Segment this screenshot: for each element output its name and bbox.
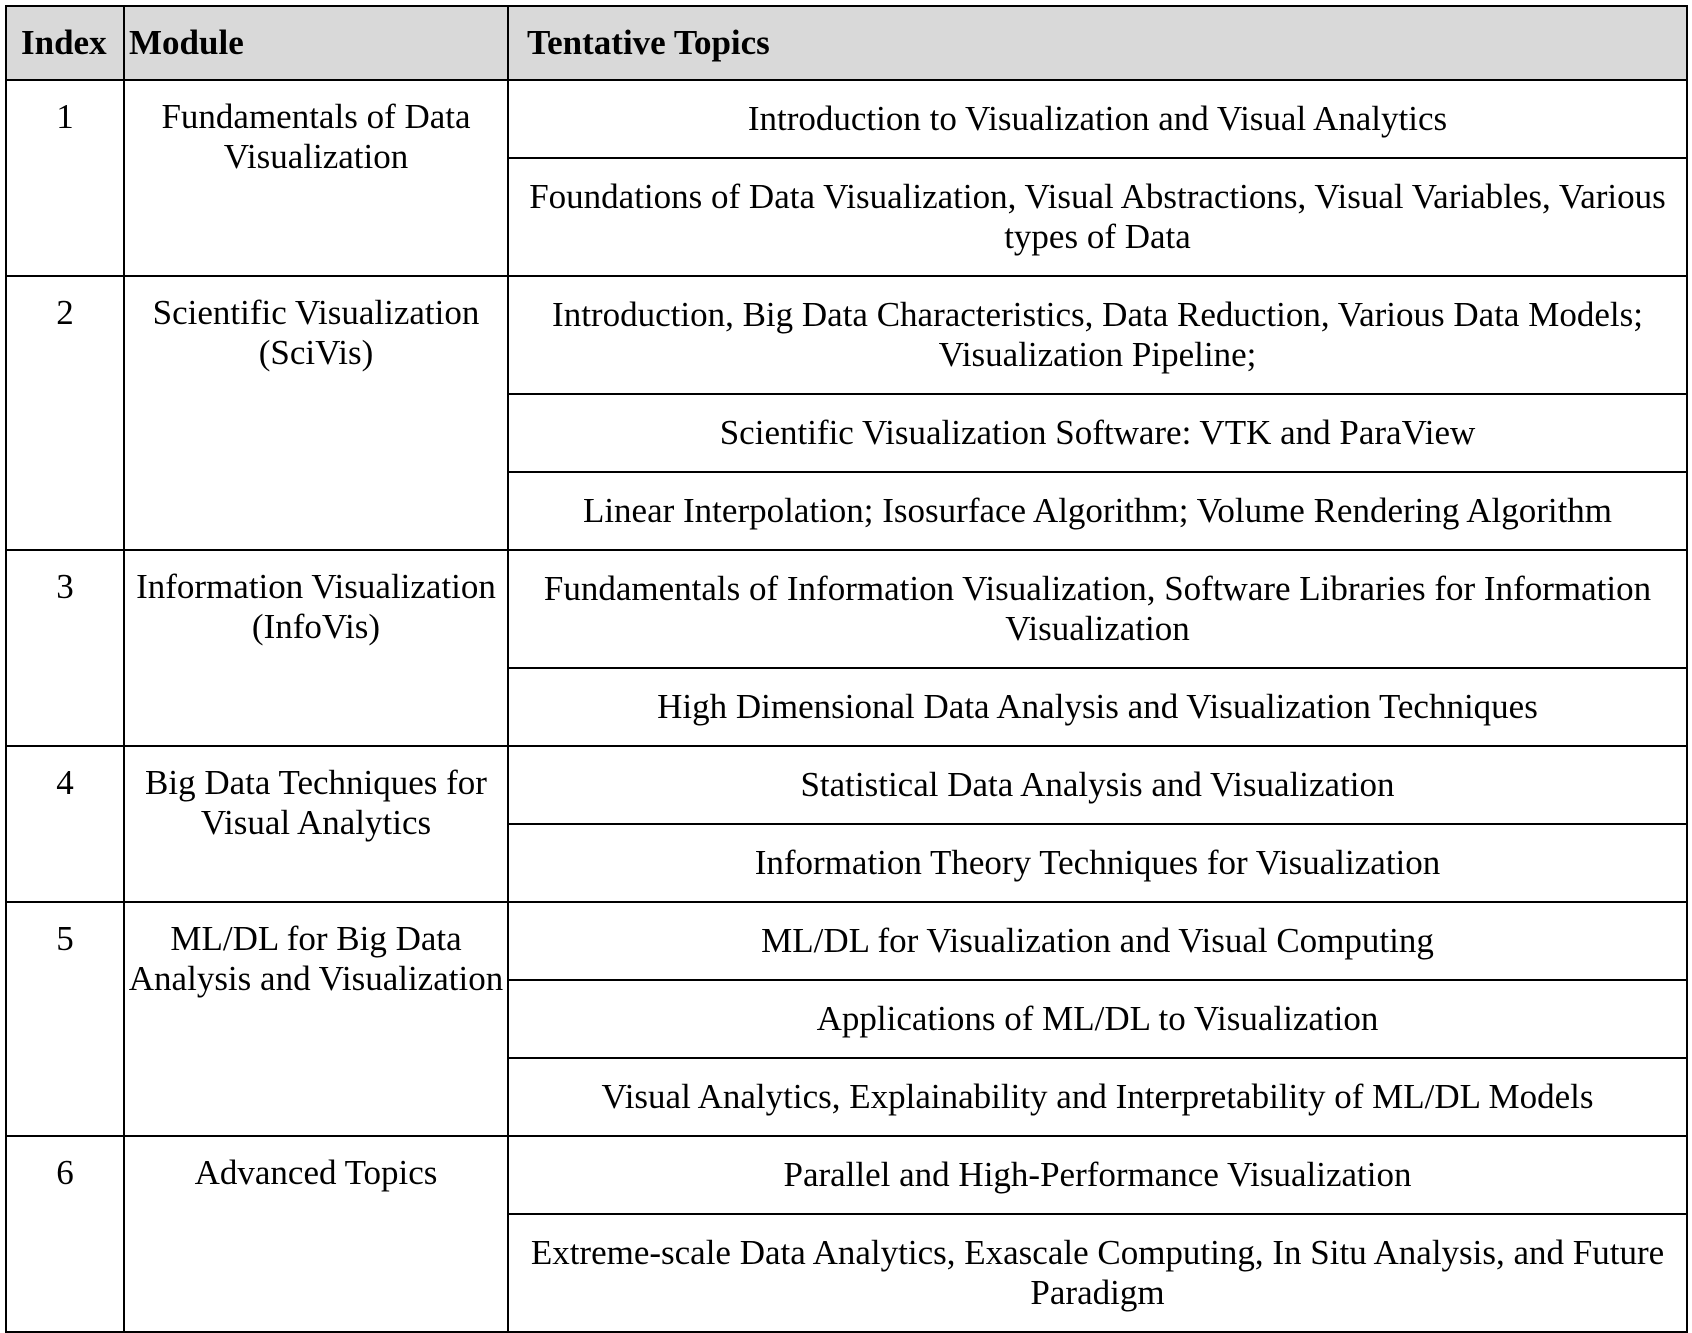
table-row: Scientific Visualization Software: VTK a… (6, 393, 1688, 473)
table-header: Index Module Tentative Topics (5, 5, 1688, 81)
topic-cell: Introduction to Visualization and Visual… (507, 79, 1688, 159)
header-row: Index Module Tentative Topics (5, 5, 1688, 81)
topic-cell: Linear Interpolation; Isosurface Algorit… (507, 471, 1688, 551)
topic-cell: Extreme-scale Data Analytics, Exascale C… (507, 1213, 1688, 1333)
topic-cell: ML/DL for Visualization and Visual Compu… (507, 901, 1688, 981)
topic-cell: Visual Analytics, Explainability and Int… (507, 1057, 1688, 1137)
index-cell: 4 (5, 745, 125, 903)
topic-cell: Scientific Visualization Software: VTK a… (507, 393, 1688, 473)
module-cell: Information Visualization (InfoVis) (123, 549, 509, 747)
table-row: Foundations of Data Visualization, Visua… (6, 157, 1688, 277)
table-row: 6 Advanced Topics Parallel and High-Perf… (5, 1135, 1688, 1333)
module-cell: ML/DL for Big Data Analysis and Visualiz… (123, 901, 509, 1137)
module-cell: Fundamentals of Data Visualization (123, 79, 509, 277)
module-cell: Big Data Techniques for Visual Analytics (123, 745, 509, 903)
topic-cell: High Dimensional Data Analysis and Visua… (507, 667, 1688, 747)
table-row: 2 Scientific Visualization (SciVis) Intr… (5, 275, 1688, 551)
topic-cell: Applications of ML/DL to Visualization (507, 979, 1688, 1059)
table-row: 5 ML/DL for Big Data Analysis and Visual… (5, 901, 1688, 1137)
index-cell: 6 (5, 1135, 125, 1333)
table-row: Information Theory Techniques for Visual… (6, 823, 1688, 903)
topic-cell: Parallel and High-Performance Visualizat… (507, 1135, 1688, 1215)
table-body: 1 Fundamentals of Data Visualization Int… (5, 79, 1688, 1333)
table-row: Visual Analytics, Explainability and Int… (6, 1057, 1688, 1137)
module-cell: Advanced Topics (123, 1135, 509, 1333)
table-row: 4 Big Data Techniques for Visual Analyti… (5, 745, 1688, 903)
index-cell: 2 (5, 275, 125, 551)
topic-cell: Fundamentals of Information Visualizatio… (507, 549, 1688, 669)
topic-cell: Introduction, Big Data Characteristics, … (507, 275, 1688, 395)
header-topics: Tentative Topics (507, 5, 1688, 81)
table-row: 3 Information Visualization (InfoVis) Fu… (5, 549, 1688, 747)
topic-cell: Information Theory Techniques for Visual… (507, 823, 1688, 903)
table-row: 1 Fundamentals of Data Visualization Int… (5, 79, 1688, 277)
header-index: Index (5, 5, 125, 81)
index-cell: 5 (5, 901, 125, 1137)
module-cell: Scientific Visualization (SciVis) (123, 275, 509, 551)
index-cell: 1 (5, 79, 125, 277)
table-row: Applications of ML/DL to Visualization (6, 979, 1688, 1059)
header-module: Module (123, 5, 509, 81)
table-row: High Dimensional Data Analysis and Visua… (6, 667, 1688, 747)
table-row: Linear Interpolation; Isosurface Algorit… (6, 471, 1688, 551)
topic-cell: Statistical Data Analysis and Visualizat… (507, 745, 1688, 825)
topic-cell: Foundations of Data Visualization, Visua… (507, 157, 1688, 277)
index-cell: 3 (5, 549, 125, 747)
course-topics-table: Index Module Tentative Topics 1 Fundamen… (5, 5, 1688, 1333)
